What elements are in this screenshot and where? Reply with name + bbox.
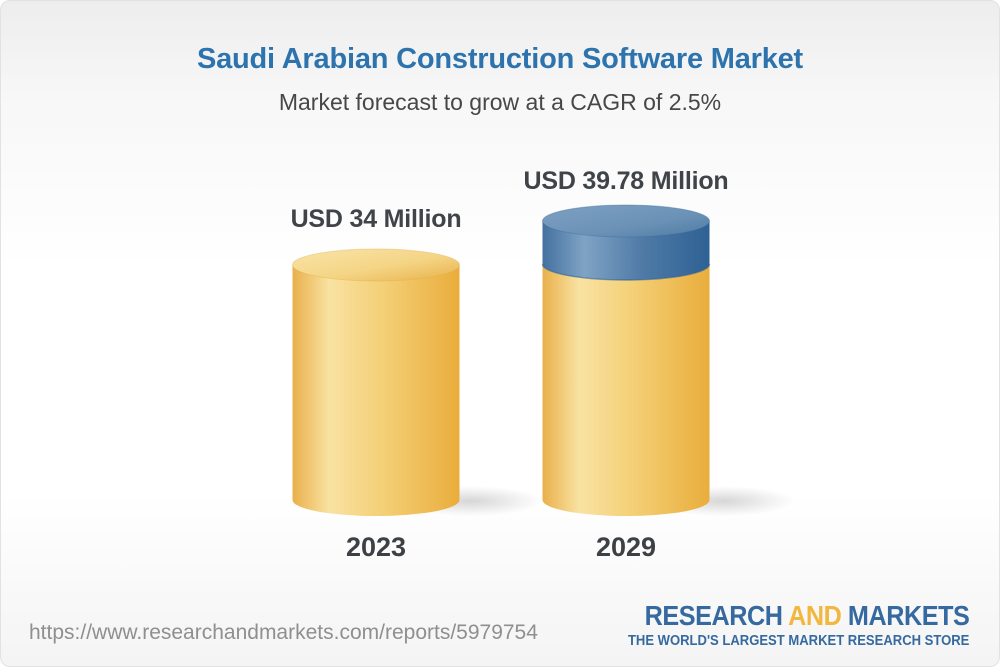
cylinder-2023: [292, 248, 460, 516]
value-label-2029: USD 39.78 Million: [523, 167, 729, 195]
research-and-markets-logo: RESEARCH AND MARKETS THE WORLD'S LARGEST…: [627, 602, 970, 649]
logo-word-research: RESEARCH: [644, 600, 783, 631]
cylinder-2029-cap-band: [542, 221, 710, 280]
logo-tagline: THE WORLD'S LARGEST MARKET RESEARCH STOR…: [627, 633, 969, 649]
logo-word-and: AND: [787, 600, 842, 631]
axis-label-2029: 2029: [595, 532, 657, 562]
cylinder-2029-cap-bottom-rim: [541, 263, 711, 281]
cylinder-2029-cap-top: [542, 204, 710, 238]
value-label-2023: USD 34 Million: [290, 205, 462, 233]
page-title: Saudi Arabian Construction Software Mark…: [196, 43, 804, 75]
axis-label-2023: 2023: [345, 532, 407, 562]
shadow-2029: [651, 486, 795, 516]
report-url-link[interactable]: https://www.researchandmarkets.com/repor…: [29, 621, 538, 644]
shadow-2023: [399, 486, 543, 516]
chart-subtitle: Market forecast to grow at a CAGR of 2.5…: [278, 89, 722, 115]
cylinder-2029: [541, 204, 711, 516]
cylinder-2023-body: [292, 265, 460, 516]
cylinder-2023-top: [292, 248, 460, 282]
cylinder-2029-body: [542, 264, 710, 516]
logo-word-markets: MARKETS: [847, 600, 970, 631]
logo-wordmark: RESEARCH AND MARKETS: [628, 602, 969, 630]
